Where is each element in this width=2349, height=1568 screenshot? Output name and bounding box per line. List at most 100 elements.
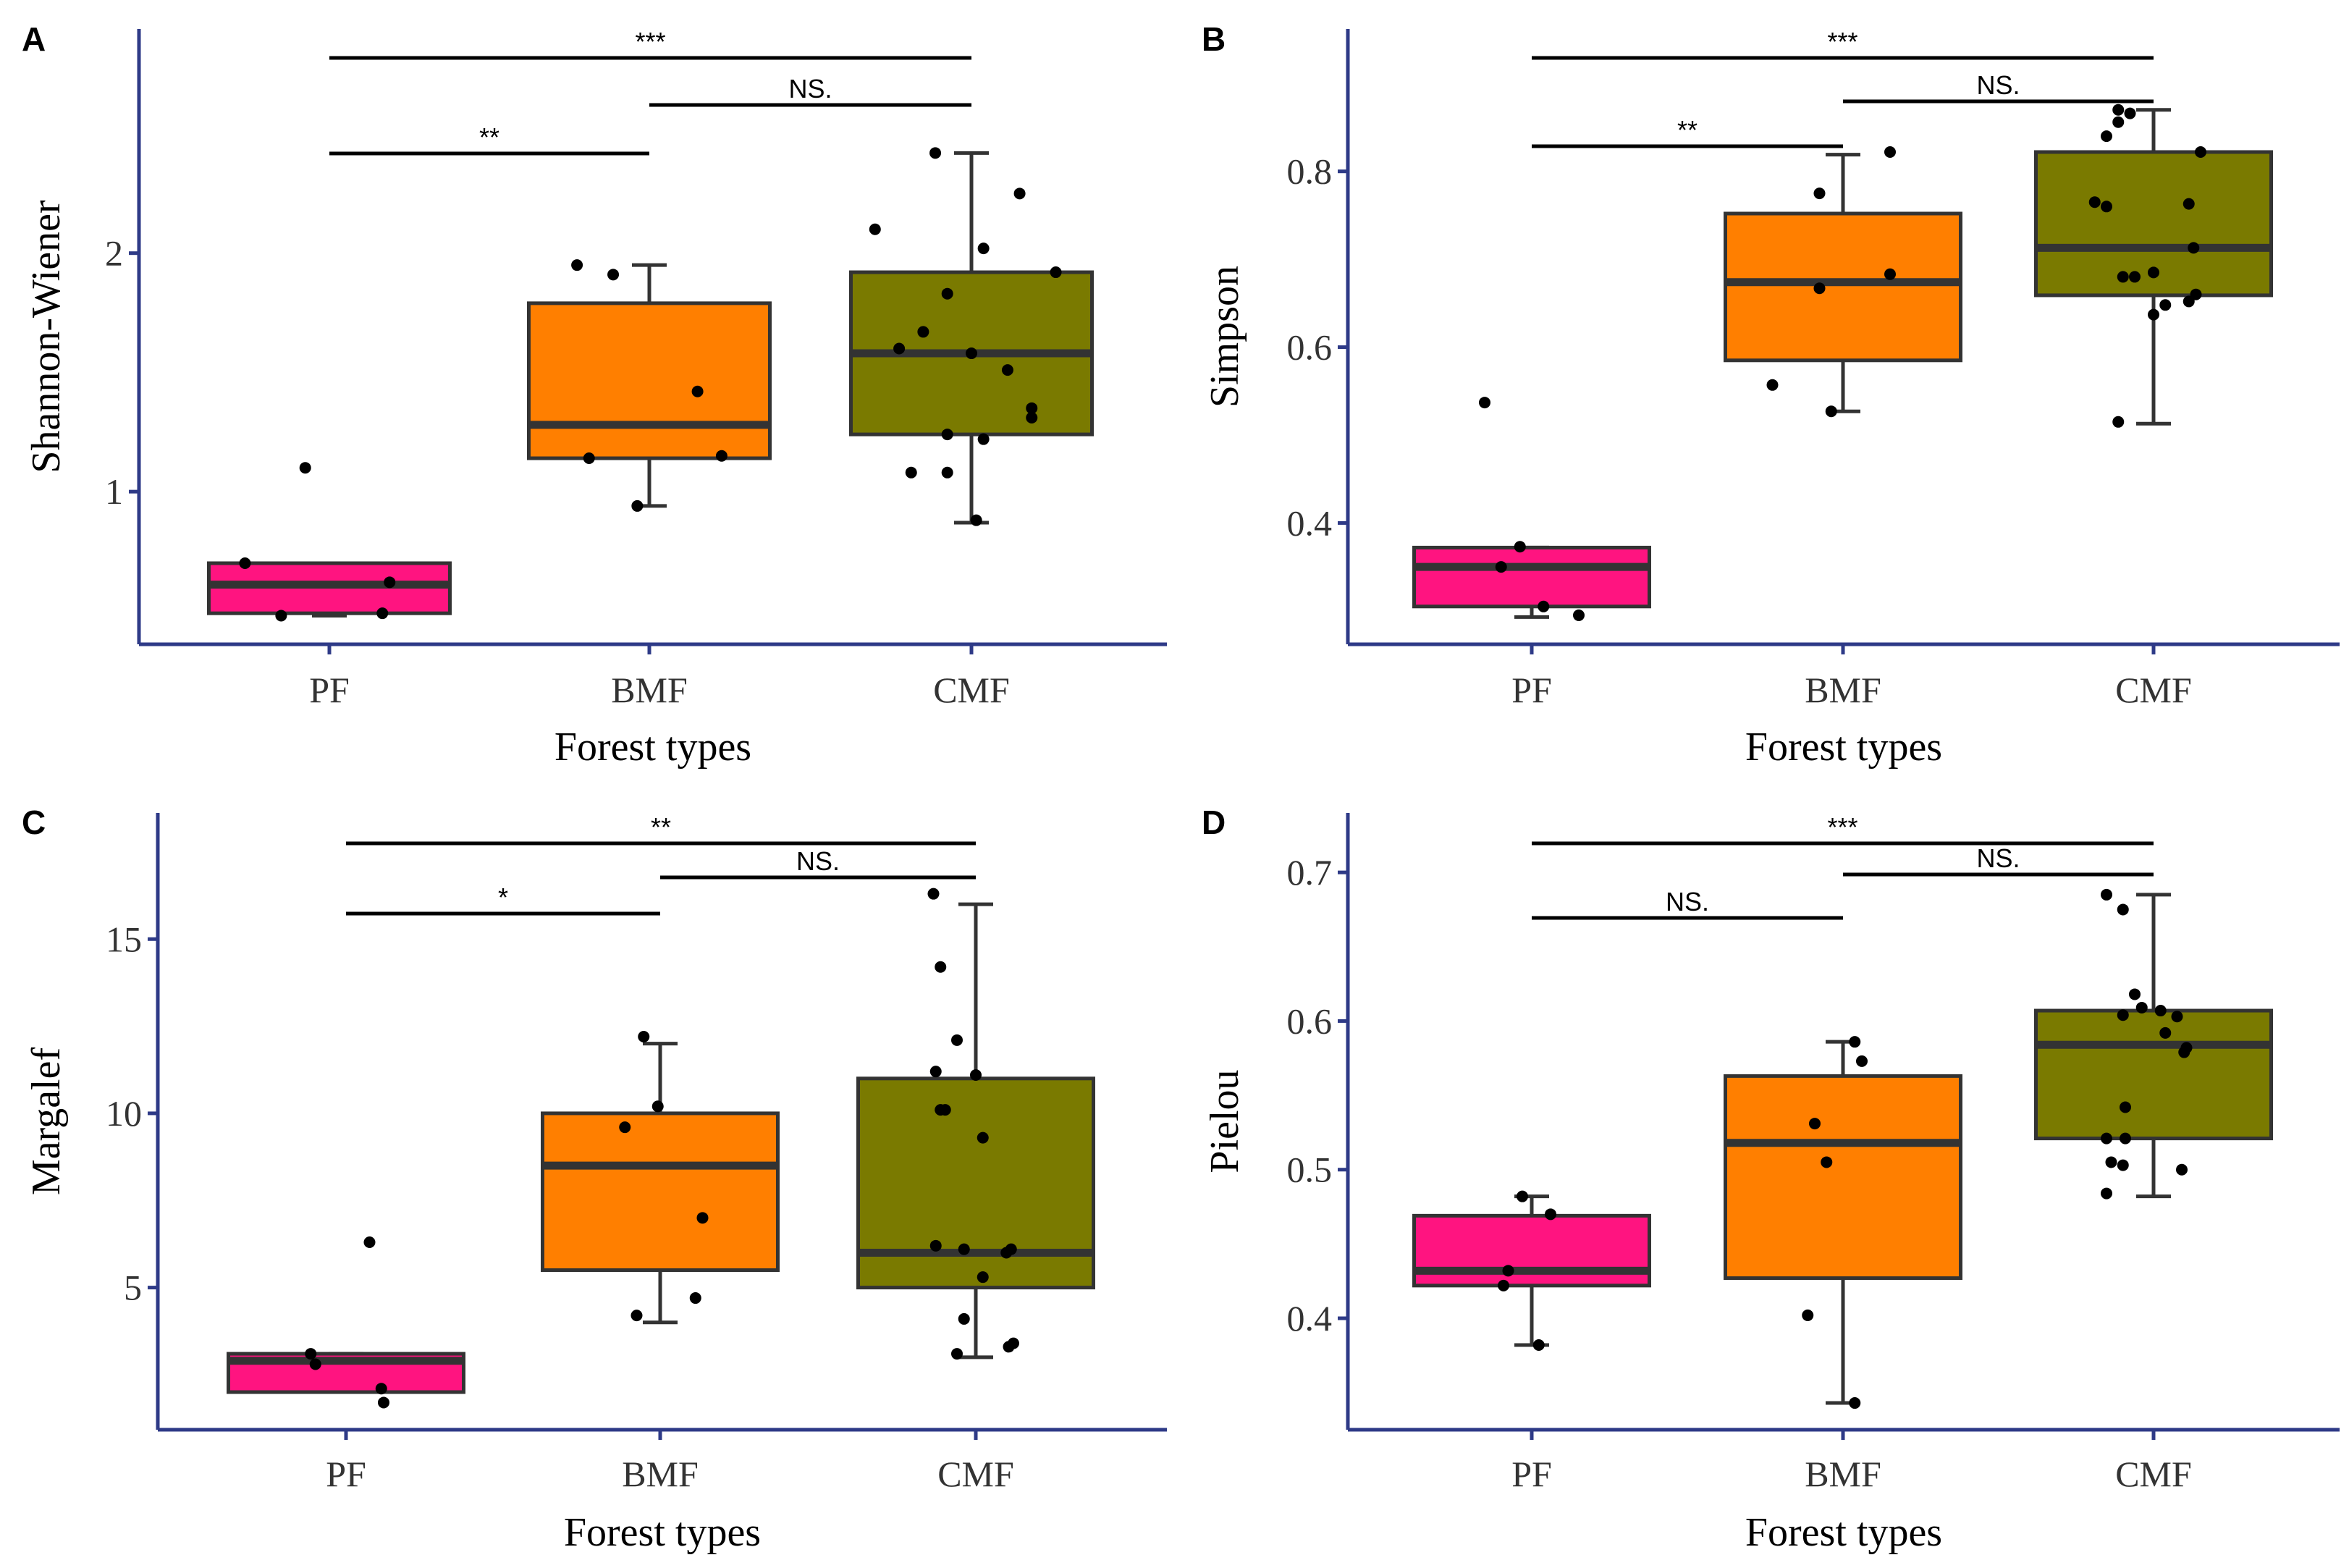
x-tick-label: BMF: [622, 1454, 699, 1494]
data-point: [1026, 412, 1038, 424]
x-tick-label: BMF: [1805, 1454, 1881, 1494]
data-point: [638, 1031, 650, 1043]
data-point: [2188, 242, 2200, 254]
data-point: [2159, 299, 2172, 311]
data-point: [1766, 379, 1779, 391]
data-point: [2154, 1005, 2167, 1017]
significance-label: NS.: [1666, 887, 1709, 916]
y-tick-label: 1: [105, 471, 123, 512]
data-point: [2171, 1011, 2183, 1023]
significance-label: NS.: [1976, 70, 2020, 100]
data-point: [2101, 130, 2112, 143]
data-point: [2117, 271, 2129, 283]
data-point: [1813, 187, 1826, 200]
data-point: [1802, 1309, 1814, 1321]
y-tick-label: 0.4: [1287, 502, 1333, 543]
data-point: [929, 1239, 942, 1252]
x-tick-label: PF: [309, 670, 350, 710]
data-point: [977, 243, 990, 255]
data-point: [2148, 308, 2159, 321]
box-iqr: [2034, 1008, 2273, 1141]
box-cmf: [849, 151, 1094, 525]
box-bmf: [1724, 1040, 1962, 1405]
data-point: [1545, 1208, 1556, 1221]
data-point: [1849, 1036, 1861, 1048]
data-point: [631, 1310, 643, 1322]
x-tick-label: PF: [1511, 1454, 1552, 1494]
data-point: [929, 147, 942, 159]
data-point: [715, 450, 728, 462]
data-point: [378, 1396, 389, 1409]
data-point: [1003, 1341, 1015, 1353]
box-pf: [227, 1352, 465, 1394]
significance-label: *: [498, 882, 508, 912]
data-point: [305, 1348, 317, 1360]
data-point: [939, 1104, 951, 1116]
data-point: [299, 462, 311, 474]
data-point: [2183, 198, 2195, 210]
data-point: [958, 1312, 970, 1325]
data-point: [363, 1236, 376, 1249]
data-point: [2190, 288, 2202, 300]
y-tick-label: 0.6: [1287, 327, 1333, 368]
x-axis-title: Forest types: [554, 725, 751, 770]
data-point: [977, 1271, 989, 1284]
data-point: [2159, 1027, 2172, 1039]
data-point: [941, 466, 953, 479]
data-point: [2117, 1009, 2129, 1021]
box-pf: [1412, 545, 1651, 619]
y-axis-title: Simpson: [1202, 266, 1247, 408]
data-point: [2148, 266, 2159, 279]
data-point: [631, 500, 644, 512]
x-tick-label: CMF: [937, 1454, 1014, 1494]
box-cmf: [2034, 893, 2273, 1199]
data-point: [2101, 888, 2112, 901]
y-tick-label: 0.8: [1287, 151, 1333, 192]
box-cmf: [856, 902, 1095, 1360]
data-point: [1884, 146, 1896, 158]
y-tick-label: 15: [106, 919, 142, 959]
x-tick-label: BMF: [1805, 670, 1881, 710]
data-point: [2112, 416, 2125, 428]
data-point: [2183, 295, 2195, 308]
box-iqr: [541, 1111, 780, 1273]
data-point: [1813, 282, 1826, 295]
y-tick-label: 0.4: [1287, 1298, 1333, 1339]
data-point: [2120, 1101, 2131, 1113]
y-axis-title: Pielou: [1202, 1069, 1247, 1173]
box-iqr: [1724, 211, 1962, 363]
data-point: [607, 269, 620, 281]
panel-c: C 5 10 15 Margalef PF BMF CMF Forest types ** NS. *: [22, 804, 1167, 1555]
panel-letter: D: [1202, 804, 1226, 841]
data-point: [2088, 196, 2101, 208]
data-point: [977, 1131, 989, 1144]
y-tick-label: 0.7: [1287, 852, 1333, 893]
significance-label: NS.: [1976, 843, 2020, 873]
y-tick-label: 5: [124, 1268, 142, 1308]
data-point: [375, 1383, 387, 1395]
data-point: [571, 259, 583, 271]
data-point: [929, 1066, 942, 1078]
data-point: [951, 1348, 963, 1360]
significance-label: **: [1677, 115, 1698, 145]
data-point: [2112, 116, 2125, 128]
x-axis-title: Forest types: [1745, 725, 1942, 770]
x-axis-title: Forest types: [564, 1510, 761, 1555]
significance-label: **: [651, 812, 671, 842]
x-axis-title: Forest types: [1745, 1510, 1942, 1555]
x-tick-label: CMF: [2115, 670, 2192, 710]
y-axis-title: Shannon-Wiener: [24, 200, 69, 473]
y-axis-title: Margalef: [24, 1048, 69, 1196]
x-tick-label: CMF: [2115, 1454, 2192, 1494]
data-point: [2101, 201, 2112, 213]
box-bmf: [541, 1042, 780, 1325]
data-point: [696, 1212, 709, 1224]
box-bmf: [527, 263, 772, 508]
box-pf: [207, 561, 452, 617]
y-tick-label: 0.6: [1287, 1000, 1333, 1041]
box-iqr: [1412, 545, 1651, 609]
data-point: [1809, 1118, 1821, 1130]
